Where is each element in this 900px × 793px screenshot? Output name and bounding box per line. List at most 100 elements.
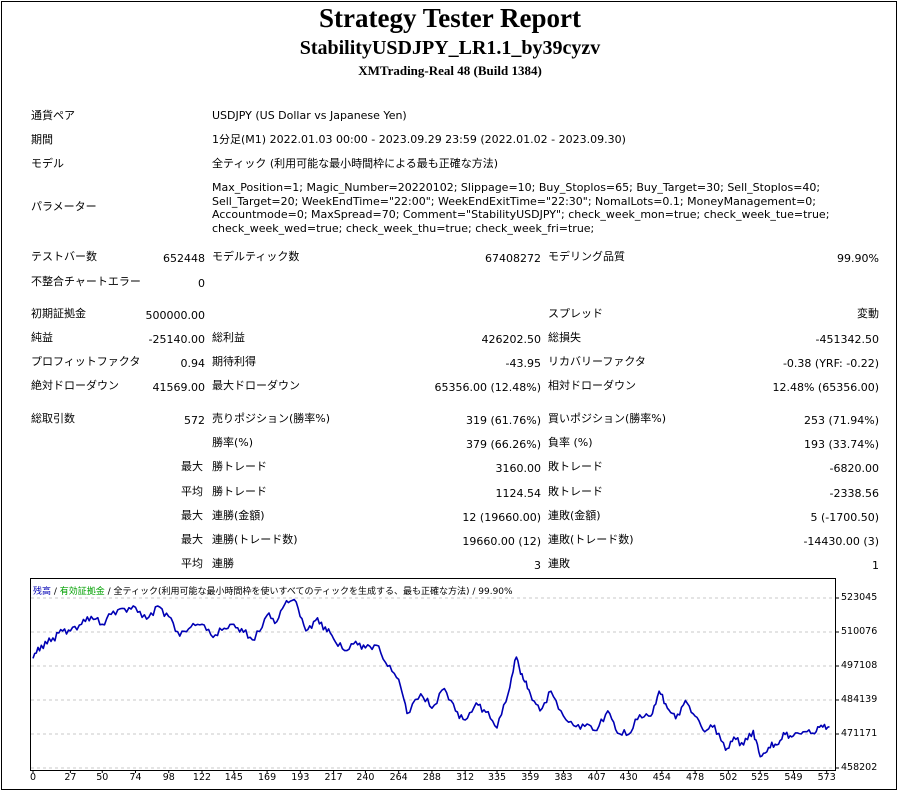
short-positions-value: 319 (61.76%) (465, 414, 541, 427)
legend-equity: 有効証拠金 (59, 587, 105, 597)
loss-rate-value: 193 (33.74%) (803, 438, 879, 451)
x-tick-label: 288 (422, 772, 441, 783)
net-profit-label: 純益 (31, 331, 53, 344)
bars-label: テストバー数 (31, 250, 97, 263)
x-tick-label: 383 (554, 772, 573, 783)
model-label: モデル (31, 157, 64, 170)
x-tick-label: 359 (521, 772, 540, 783)
average-loss-label: 敗トレード (548, 485, 603, 498)
balance-chart (30, 578, 836, 771)
bars-value: 652448 (163, 252, 205, 265)
average-win-value: 1124.54 (495, 487, 542, 500)
mismatch-label: 不整合チャートエラー (31, 275, 141, 288)
x-tick-label: 240 (356, 772, 375, 783)
params-label: パラメーター (31, 200, 97, 213)
expected-payoff-label: 期待利得 (212, 355, 256, 368)
loss-rate-label: 負率 (%) (548, 436, 593, 449)
long-positions-value: 253 (71.94%) (803, 414, 879, 427)
long-positions-label: 買いポジション(勝率%) (548, 412, 667, 425)
ticks-label: モデルティック数 (212, 250, 300, 263)
legend-separator: / (51, 587, 60, 597)
x-tick-label: 122 (192, 772, 212, 783)
cons-losses-amount-value: 5 (-1700.50) (810, 511, 879, 524)
net-profit-value: -25140.00 (148, 333, 205, 346)
cons-wins-amount-value: 12 (19660.00) (462, 511, 541, 524)
y-tick-label: 510076 (841, 626, 878, 637)
quality-label: モデリング品質 (548, 250, 625, 263)
max-drawdown-label: 最大ドローダウン (212, 379, 300, 392)
avg-cons-losses-label: 連敗 (548, 557, 570, 570)
profit-factor-value: 0.94 (180, 357, 206, 370)
y-tick-label: 471171 (841, 727, 878, 739)
x-tick-label: 525 (751, 772, 770, 783)
win-rate-label: 勝率(%) (212, 436, 254, 449)
spread-value: 変動 (857, 307, 879, 320)
max-cons-amount-row-label: 最大 (181, 509, 203, 522)
quality-value: 99.90% (837, 252, 879, 265)
max-cons-count-row-label: 最大 (181, 533, 203, 546)
cons-wins-count-value: 19660.00 (12) (462, 535, 541, 548)
avg-cons-wins-value: 3 (534, 559, 541, 572)
abs-drawdown-value: 41569.00 (152, 381, 206, 394)
gross-profit-value: 426202.50 (481, 333, 542, 346)
chart-legend: 残高 / 有効証拠金 / 全ティック(利用可能な最小時間枠を使いすべてのティック… (33, 584, 513, 597)
total-trades-label: 総取引数 (31, 412, 75, 425)
rel-drawdown-label: 相対ドローダウン (548, 379, 636, 392)
legend-description: / 全ティック(利用可能な最小時間枠を使いすべてのティックを生成する、最も正確な… (104, 587, 513, 597)
largest-loss-label: 敗トレード (548, 460, 603, 473)
average-win-label: 勝トレード (212, 485, 267, 498)
symbol-label: 通貨ペア (31, 109, 75, 122)
x-tick-label: 407 (587, 772, 606, 783)
x-tick-label: 549 (784, 772, 803, 783)
x-tick-label: 573 (817, 772, 836, 783)
x-tick-label: 335 (487, 772, 507, 783)
x-tick-label: 217 (324, 772, 343, 783)
cons-losses-count-label: 連敗(トレード数) (548, 533, 634, 546)
period-label: 期間 (31, 133, 53, 146)
y-tick-label: 458202 (841, 762, 878, 773)
gross-loss-label: 総損失 (548, 331, 581, 344)
cons-losses-amount-label: 連敗(金額) (548, 509, 601, 522)
gross-profit-label: 総利益 (212, 331, 245, 344)
x-tick-label: 74 (129, 772, 142, 783)
ea-name: StabilityUSDJPY_LR1.1_by39cyzv (299, 37, 601, 59)
ticks-value: 67408272 (485, 252, 541, 265)
cons-wins-amount-label: 連勝(金額) (212, 509, 265, 522)
largest-loss-value: -6820.00 (829, 462, 879, 475)
total-trades-value: 572 (184, 414, 205, 427)
x-tick-label: 502 (719, 772, 738, 783)
profit-factor-label: プロフィットファクタ (31, 355, 141, 368)
period-value: 1分足(M1) 2022.01.03 00:00 - 2023.09.29 23… (212, 133, 626, 146)
win-rate-value: 379 (66.26%) (465, 438, 541, 451)
x-tick-label: 50 (96, 772, 109, 783)
average-loss-value: -2338.56 (829, 487, 879, 500)
y-tick-label: 497108 (841, 659, 878, 671)
symbol-value: USDJPY (US Dollar vs Japanese Yen) (212, 109, 407, 122)
largest-win-label: 勝トレード (212, 460, 267, 473)
deposit-label: 初期証拠金 (31, 307, 86, 320)
server-build: XMTrading-Real 48 (Build 1384) (358, 63, 542, 78)
x-tick-label: 169 (258, 772, 277, 783)
report-title: Strategy Tester Report (319, 3, 581, 33)
y-tick-label: 484139 (841, 694, 878, 705)
params-value: Max_Position=1; Magic_Number=20220102; S… (212, 181, 830, 235)
deposit-value: 500000.00 (145, 309, 206, 322)
model-value: 全ティック (利用可能な最小時間枠による最も正確な方法) (212, 157, 499, 170)
avg-cons-wins-label: 連勝 (212, 557, 234, 570)
rel-drawdown-value: 12.48% (65356.00) (772, 381, 879, 394)
gross-loss-value: -451342.50 (815, 333, 879, 346)
recovery-factor-value: -0.38 (YRF: -0.22) (782, 357, 879, 370)
x-tick-label: 98 (162, 772, 175, 783)
x-tick-label: 454 (652, 772, 671, 783)
x-tick-label: 478 (686, 772, 705, 783)
legend-balance: 残高 (33, 587, 52, 597)
x-tick-label: 27 (64, 772, 77, 783)
abs-drawdown-label: 絶対ドローダウン (31, 379, 119, 392)
average-row-label: 平均 (181, 485, 203, 498)
y-tick-label: 523045 (841, 591, 878, 603)
balance-line (32, 598, 830, 758)
cons-wins-count-label: 連勝(トレード数) (212, 533, 298, 546)
x-tick-label: 430 (619, 772, 638, 783)
